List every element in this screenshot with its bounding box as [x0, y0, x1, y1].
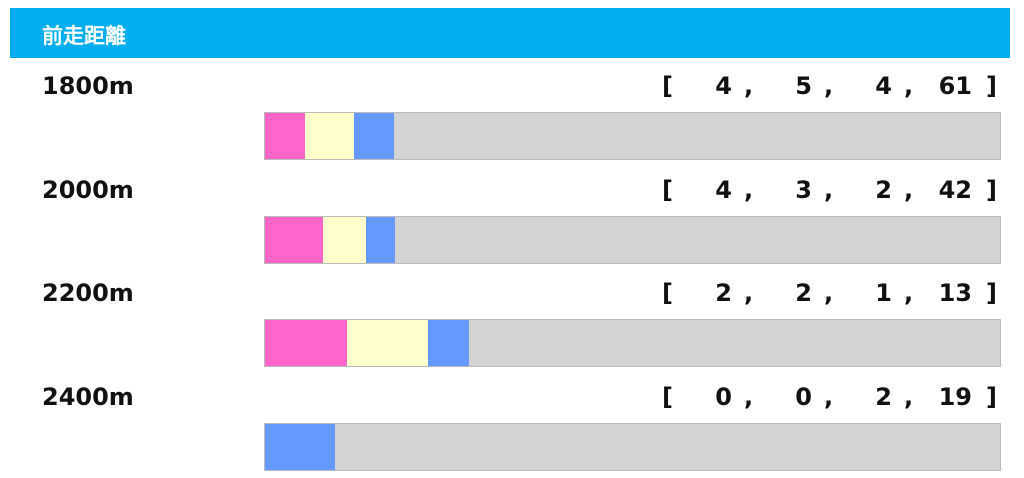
separator: ,	[824, 175, 834, 204]
separator: ,	[904, 175, 914, 204]
bracket-close: ]	[986, 279, 997, 307]
bar-segment	[322, 216, 366, 263]
stacked-bar	[264, 215, 1001, 264]
bracket-close: ]	[986, 72, 997, 100]
count: 0	[715, 382, 732, 411]
count: 0	[795, 382, 812, 411]
bar-segment	[354, 113, 395, 159]
count: 4	[715, 175, 732, 204]
bar-segment	[469, 320, 1000, 366]
bracket-open: [	[662, 382, 673, 411]
bar-segment	[265, 320, 347, 366]
header: 前走距離	[10, 8, 1010, 58]
count: 42	[938, 175, 972, 204]
count: 4	[715, 72, 732, 100]
bar-segment	[335, 423, 1000, 470]
bar-segment	[346, 320, 429, 366]
separator: ,	[744, 279, 754, 307]
separator: ,	[904, 382, 914, 411]
count: 5	[795, 72, 812, 100]
bar-segment	[265, 423, 335, 470]
bar-segment	[428, 320, 470, 366]
row-label: 2000m	[42, 175, 134, 204]
stacked-bar	[264, 422, 1001, 471]
bracket-close: ]	[986, 175, 997, 204]
count: 2	[715, 279, 732, 307]
stacked-bar	[264, 112, 1001, 160]
separator: ,	[904, 72, 914, 100]
separator: ,	[824, 279, 834, 307]
count: 3	[795, 175, 812, 204]
count: 2	[875, 175, 892, 204]
bar-segment	[265, 216, 323, 263]
bracket-close: ]	[986, 382, 997, 411]
separator: ,	[824, 382, 834, 411]
bracket-open: [	[662, 279, 673, 307]
count: 13	[938, 279, 972, 307]
count: 4	[875, 72, 892, 100]
row-label: 1800m	[42, 72, 134, 100]
bracket-open: [	[662, 72, 673, 100]
row-label: 2400m	[42, 382, 134, 411]
bar-segment	[365, 216, 395, 263]
separator: ,	[824, 72, 834, 100]
bar-segment	[265, 113, 305, 159]
count: 61	[938, 72, 972, 100]
bar-segment	[394, 113, 1000, 159]
separator: ,	[744, 382, 754, 411]
row-label: 2200m	[42, 279, 134, 307]
count: 2	[875, 382, 892, 411]
separator: ,	[744, 72, 754, 100]
count: 19	[938, 382, 972, 411]
header-title: 前走距離	[42, 24, 126, 48]
separator: ,	[744, 175, 754, 204]
bracket-open: [	[662, 175, 673, 204]
bar-segment	[394, 216, 1000, 263]
bar-segment	[304, 113, 355, 159]
count: 1	[875, 279, 892, 307]
stacked-bar	[264, 319, 1001, 367]
separator: ,	[904, 279, 914, 307]
count: 2	[795, 279, 812, 307]
